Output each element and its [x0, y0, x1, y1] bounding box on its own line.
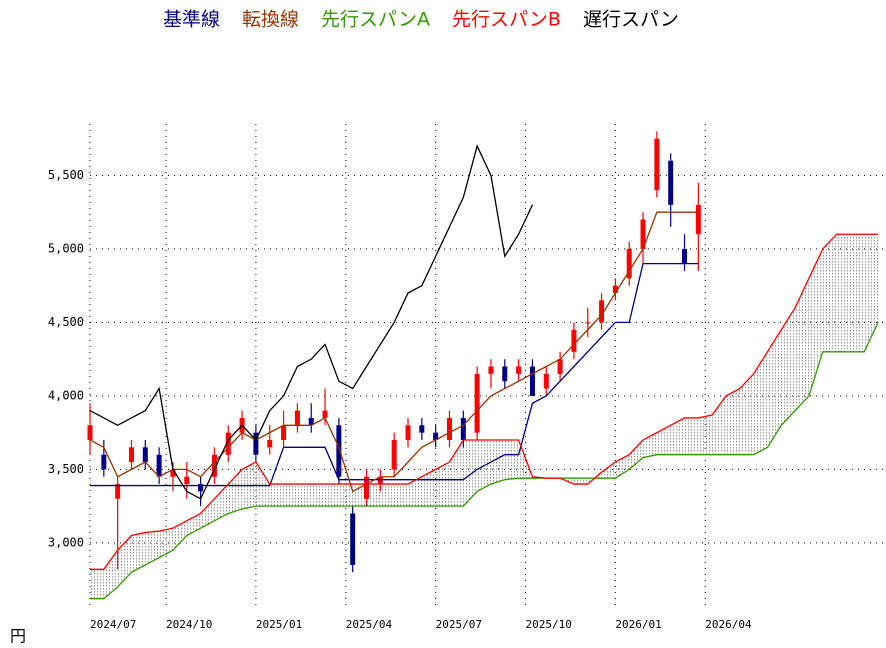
y-tick-label: 5,500: [48, 168, 84, 182]
candle-body: [267, 439, 273, 448]
candle-body: [682, 248, 688, 264]
legend-entry: 遅行スパン: [583, 9, 679, 31]
candle-body: [170, 469, 176, 477]
y-tick-label: 5,000: [48, 241, 84, 255]
candle-body: [571, 329, 577, 352]
candle-body: [198, 484, 204, 492]
legend-entry: 転換線: [242, 9, 299, 31]
candle-body: [557, 359, 563, 374]
legend-entry: 先行スパンB: [452, 9, 561, 31]
candle-body: [460, 417, 466, 440]
candle-body: [336, 425, 342, 477]
line-series: [90, 233, 879, 570]
candle-body: [308, 417, 314, 426]
y-tick-label: 4,500: [48, 315, 84, 329]
candle-body: [253, 432, 259, 455]
legend-entry: 先行スパンA: [321, 9, 430, 31]
candle-body: [626, 248, 632, 279]
line-series: [90, 322, 879, 600]
candle-body: [654, 138, 660, 191]
candle-body: [128, 447, 134, 463]
y-tick-label: 3,500: [48, 462, 84, 476]
candle-body: [156, 454, 162, 477]
candle-body: [281, 425, 287, 440]
candle-body: [612, 285, 618, 294]
candle-body: [225, 432, 231, 455]
candle-body: [391, 439, 397, 470]
candle-body: [364, 476, 370, 499]
candle-body: [668, 160, 674, 205]
candle-body: [446, 417, 452, 440]
candle-body: [350, 513, 356, 565]
cloud: [90, 234, 879, 599]
candle-body: [419, 425, 425, 433]
candle-body: [599, 300, 605, 323]
candle-body: [516, 366, 522, 374]
y-tick-label: 4,000: [48, 388, 84, 402]
candle-body: [695, 204, 701, 235]
legend-entry: 基準線: [163, 9, 220, 31]
x-tick-label: 2026/01: [615, 618, 661, 631]
candle-body: [101, 454, 107, 470]
candle-body: [377, 476, 383, 485]
candle-body: [585, 322, 591, 324]
candle-body: [87, 425, 93, 440]
x-tick-label: 2025/04: [346, 618, 393, 631]
candle-body: [142, 447, 148, 463]
x-tick-label: 2026/04: [705, 618, 752, 631]
y-axis-unit: 円: [10, 627, 26, 646]
candle-body: [474, 373, 480, 433]
candle-body: [322, 410, 328, 418]
candle-body: [543, 373, 549, 389]
x-tick-label: 2024/10: [166, 618, 212, 631]
line-series: [89, 211, 699, 493]
candle-body: [184, 476, 190, 485]
candle-body: [294, 410, 300, 426]
line-series: [89, 144, 534, 500]
x-tick-label: 2025/01: [256, 618, 302, 631]
candle-body: [502, 366, 508, 382]
candle-body: [405, 425, 411, 440]
candle-body: [115, 484, 121, 499]
line-series: [90, 262, 699, 487]
y-tick-label: 3,000: [48, 535, 84, 549]
x-tick-label: 2024/07: [90, 618, 136, 631]
candle-body: [433, 432, 439, 440]
candle-body: [488, 366, 494, 374]
candle-body: [211, 454, 217, 477]
x-tick-label: 2025/07: [436, 618, 482, 631]
candle-body: [529, 366, 535, 396]
candle-body: [640, 219, 646, 249]
x-tick-label: 2025/10: [526, 618, 572, 631]
